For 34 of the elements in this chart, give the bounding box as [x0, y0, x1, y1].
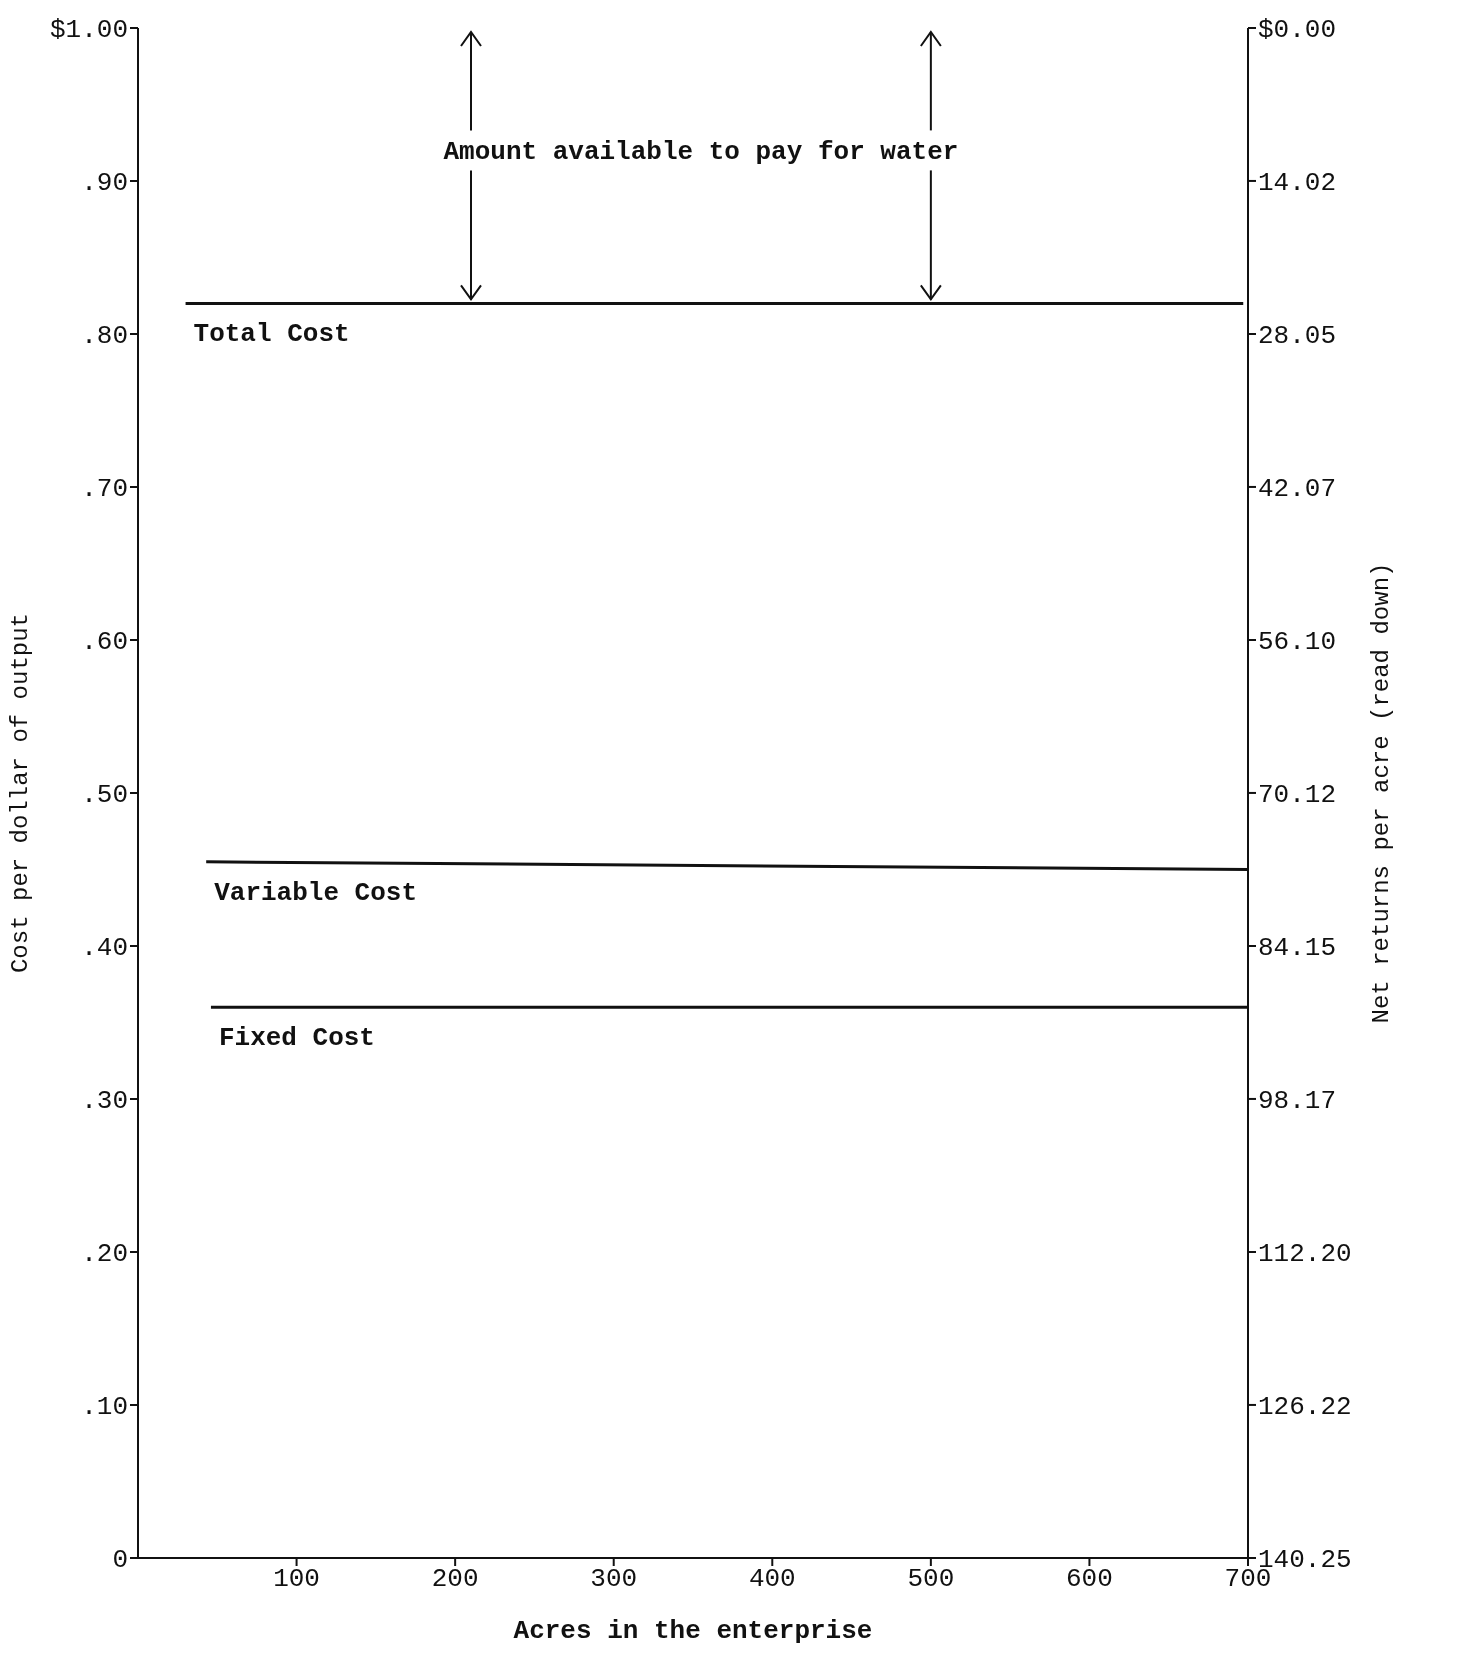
y-tick-label: .50	[81, 780, 128, 811]
x-tick-label: 500	[907, 1564, 955, 1595]
y-tick-label: .60	[81, 627, 128, 658]
y-tick-label: $1.00	[49, 15, 128, 46]
y2-tick-label: 42.07	[1258, 474, 1337, 505]
x-tick-label: 200	[431, 1564, 479, 1595]
y2-tick-label: 84.15	[1258, 933, 1337, 964]
y2-tick-label: 28.05	[1258, 321, 1337, 352]
legend-label: Total Cost	[193, 319, 350, 350]
series-label: Variable Cost	[214, 877, 418, 908]
x-tick-label: 100	[273, 1564, 320, 1595]
y2-tick-label: 70.12	[1258, 780, 1337, 811]
y2-tick-label: 112.20	[1258, 1239, 1352, 1270]
y-tick-label: 0	[112, 1545, 128, 1576]
annotation: Amount available to pay for water	[443, 137, 959, 168]
y-axis-title: Cost per dollar of output	[6, 612, 34, 974]
y2-tick-label: $0.00	[1258, 15, 1337, 46]
x-tick-label: 400	[748, 1564, 796, 1595]
y2-tick-label: 56.10	[1258, 627, 1337, 658]
y2-axis-title: Net returns per acre (read down)	[1368, 562, 1395, 1024]
x-tick-label: 600	[1066, 1564, 1113, 1595]
y2-tick-label: 14.02	[1258, 168, 1337, 199]
y-tick-label: .80	[81, 321, 128, 352]
y2-tick-label: 126.22	[1258, 1392, 1352, 1423]
x-axis-title: Acres in the enterprise	[513, 1616, 873, 1646]
y-tick-label: .30	[81, 1086, 128, 1117]
y-tick-label: .40	[81, 933, 128, 964]
x-tick-label: 300	[590, 1564, 638, 1595]
y-tick-label: .20	[81, 1239, 128, 1270]
y-tick-label: .10	[81, 1392, 128, 1423]
y-tick-label: .70	[81, 474, 128, 505]
y-tick-label: .90	[81, 168, 128, 199]
series-label: Fixed Cost	[218, 1023, 375, 1054]
y2-tick-label: 98.17	[1258, 1086, 1337, 1117]
